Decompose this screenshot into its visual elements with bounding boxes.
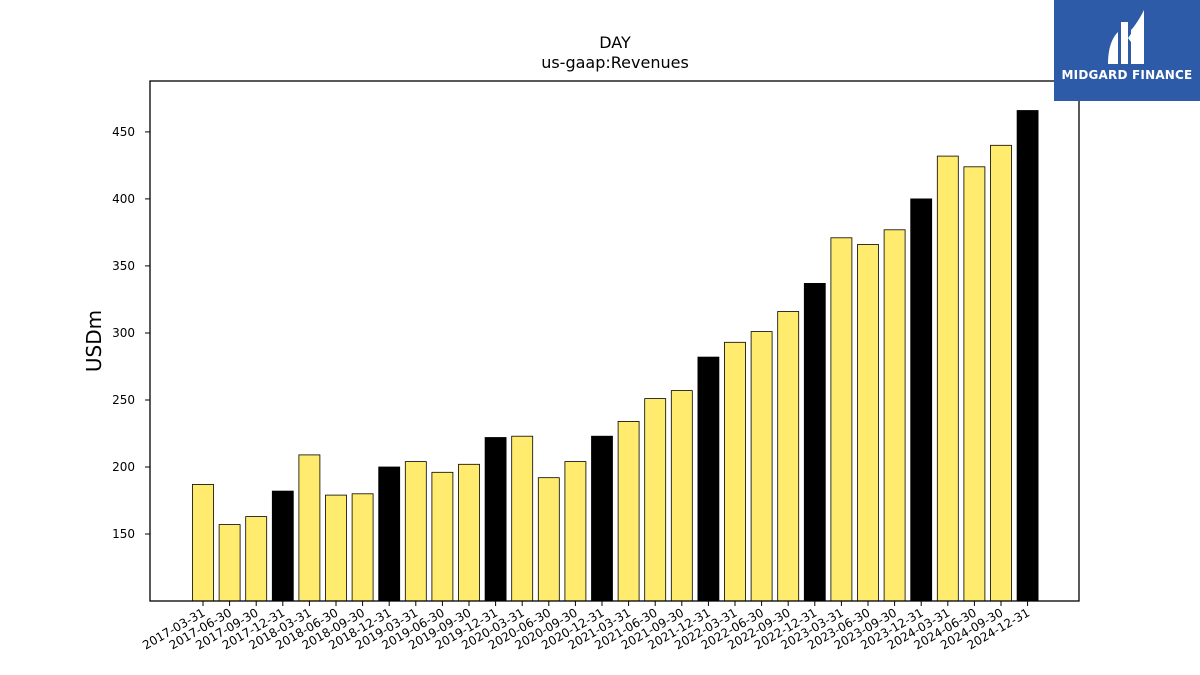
- bar-2021-09-30: [670, 390, 693, 602]
- bar-2019-06-30: [431, 471, 454, 602]
- bar-2020-12-31: [591, 435, 613, 602]
- y-tick-label: 150: [112, 527, 135, 541]
- bar-2017-06-30: [218, 524, 241, 602]
- bar-2021-03-31: [617, 420, 640, 602]
- chart-title: DAY: [599, 33, 631, 52]
- bar-2018-03-31: [298, 454, 321, 602]
- bar-2017-09-30: [245, 516, 268, 602]
- bar-2021-12-31: [697, 356, 720, 602]
- bar-2018-09-30: [351, 493, 374, 602]
- bar-2022-03-31: [724, 341, 746, 602]
- bar-2019-03-31: [404, 461, 427, 602]
- bar-2024-03-31: [936, 155, 959, 602]
- bars-layer: [192, 110, 1039, 602]
- bar-2021-06-30: [644, 398, 667, 602]
- bar-2024-09-30: [990, 144, 1012, 602]
- bar-2023-12-31: [910, 198, 933, 602]
- y-tick-label: 200: [112, 460, 135, 474]
- chart-subtitle: us-gaap:Revenues: [541, 53, 689, 72]
- bar-2018-12-31: [378, 466, 401, 602]
- bar-2019-12-31: [484, 437, 507, 602]
- y-tick-label: 300: [112, 326, 135, 340]
- y-tick-label: 250: [112, 393, 135, 407]
- brand-logo: MIDGARD FINANCE: [1054, 0, 1200, 101]
- bar-2020-03-31: [511, 435, 534, 602]
- bar-2017-12-31: [271, 490, 294, 602]
- bar-2024-12-31: [1016, 110, 1039, 602]
- bar-2020-09-30: [564, 461, 587, 602]
- bar-2022-06-30: [750, 331, 773, 602]
- y-tick-label: 450: [112, 125, 135, 139]
- bar-2022-09-30: [777, 311, 800, 602]
- y-tick-label: 350: [112, 259, 135, 273]
- bar-2022-12-31: [803, 282, 826, 602]
- y-axis-label: USDm: [82, 310, 106, 372]
- bar-2023-06-30: [857, 244, 879, 602]
- x-axis-ticks: 2017-03-312017-06-302017-09-302017-12-31…: [140, 601, 1032, 652]
- bar-2018-06-30: [325, 494, 347, 602]
- bar-2017-03-31: [192, 483, 214, 602]
- bar-2023-09-30: [883, 229, 906, 602]
- bar-2023-03-31: [830, 237, 853, 602]
- y-axis-ticks: 150 200 250 300 350 400 450: [112, 125, 150, 541]
- y-tick-label: 400: [112, 192, 135, 206]
- bar-2024-06-30: [963, 166, 986, 602]
- bar-2019-09-30: [458, 463, 480, 602]
- bar-2020-06-30: [537, 477, 560, 602]
- midgard-logo-icon: [1108, 10, 1144, 64]
- plot-frame: [149, 80, 1080, 602]
- brand-name: MIDGARD FINANCE: [1061, 68, 1193, 82]
